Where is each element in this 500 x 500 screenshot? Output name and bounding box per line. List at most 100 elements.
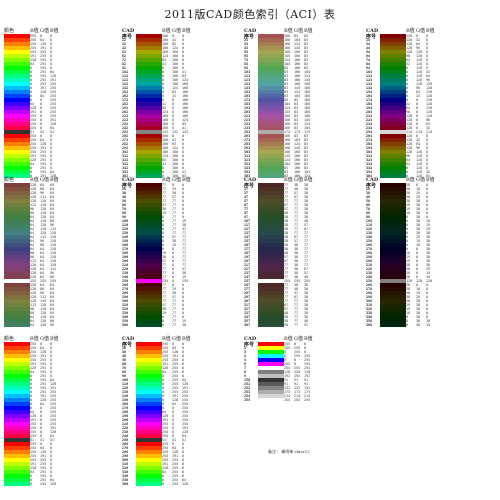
color-row: 358 0 38 10 — [366, 319, 431, 323]
color-swatch — [4, 38, 30, 42]
color-swatch — [258, 154, 284, 158]
color-swatch — [380, 134, 406, 138]
color-row: 128 64 112 — [0, 267, 100, 271]
color-swatch — [136, 319, 162, 323]
color-swatch — [136, 259, 162, 263]
color-swatch — [136, 78, 162, 82]
color-swatch — [136, 195, 162, 199]
color-row: 0 64 255 — [0, 402, 100, 406]
color-swatch — [136, 130, 162, 134]
color-swatch — [258, 126, 284, 130]
color-row: 53 166 166 83 — [244, 50, 309, 54]
color-row: 143 83 145 166 — [244, 86, 311, 90]
color-column-s3-1: CAD序号 R值 G值 B值 10 255 0 0 20 255 64 0 30 255 128 0 40 255… — [122, 336, 222, 486]
color-row: 66 57 77 0 — [122, 203, 185, 207]
color-row: 255 128 0 — [0, 42, 100, 46]
color-row: 18 38 0 0 — [366, 183, 429, 187]
color-swatch — [136, 410, 162, 414]
color-swatch — [4, 223, 30, 227]
color-swatch — [4, 350, 30, 354]
color-swatch — [136, 402, 162, 406]
color-swatch — [4, 382, 30, 386]
color-swatch — [4, 374, 30, 378]
color-swatch — [380, 170, 406, 174]
color-row: 62 124 166 0 — [122, 54, 185, 58]
color-swatch — [258, 358, 284, 362]
color-row: 38 38 19 0 — [366, 191, 429, 195]
color-swatch — [380, 158, 406, 162]
color-swatch — [258, 130, 284, 134]
color-swatch — [258, 142, 284, 146]
color-swatch — [380, 227, 406, 231]
color-swatch — [4, 426, 30, 430]
footnote: 备注： 蜂闹单 shier12 — [268, 449, 310, 454]
color-row: 120 0 255 191 — [122, 386, 189, 390]
color-row: 255 191 0 — [0, 46, 100, 50]
color-row: 255 0 191 — [0, 426, 100, 430]
color-column-s1-0: 颜色 R值 G值 B值 255 0 0 255 64 0 255 128 0 255 191 0 255 255 0… — [0, 28, 100, 178]
color-swatch — [258, 42, 284, 46]
color-swatch — [4, 438, 30, 442]
color-swatch — [136, 450, 162, 454]
color-row: 64 64 128 — [0, 247, 100, 251]
color-row: 188 10 0 38 — [366, 251, 431, 255]
color-row: 103 83 166 104 — [244, 70, 311, 74]
color-swatch — [136, 438, 162, 442]
color-swatch — [4, 346, 30, 350]
color-row: 255 64 0 — [0, 138, 100, 142]
color-swatch — [136, 422, 162, 426]
color-swatch — [4, 86, 30, 90]
color-row: 192 83 0 166 — [122, 106, 189, 110]
color-row: 0 255 64 — [0, 170, 100, 174]
color-row: 250 51 51 51 — [122, 438, 187, 442]
color-row: 230 255 0 128 — [122, 430, 189, 434]
color-swatch — [136, 346, 162, 350]
color-row: 4 0 255 255 — [244, 354, 311, 358]
column-header: CAD序号 R值 G值 B值 — [366, 28, 435, 40]
color-row: 343 83 166 83 — [244, 166, 309, 170]
color-row: 338 10 38 0 — [366, 311, 429, 315]
color-row: 0 64 255 — [0, 94, 100, 98]
color-row: 323 124 166 83 — [244, 158, 309, 162]
color-row: 258 128 128 128 — [366, 279, 433, 283]
color-swatch — [136, 446, 162, 450]
color-row: 186 19 0 77 — [122, 251, 187, 255]
color-row: 128 0 255 — [0, 414, 100, 418]
color-row: 112 64 128 — [0, 259, 100, 263]
color-row: 247 77 38 48 — [244, 275, 309, 279]
color-swatch — [136, 418, 162, 422]
color-swatch — [136, 162, 162, 166]
color-swatch — [136, 62, 162, 66]
color-swatch — [380, 195, 406, 199]
color-swatch — [258, 342, 284, 346]
color-row: 64 255 0 — [0, 62, 100, 66]
color-row: 64 128 112 — [0, 227, 100, 231]
color-row: 0 255 128 — [0, 174, 100, 178]
color-row: 1 255 0 0 — [244, 342, 307, 346]
color-row: 255 255 0 — [0, 458, 100, 462]
color-swatch — [380, 62, 406, 66]
color-row: 250 51 51 51 — [244, 378, 309, 382]
color-swatch — [4, 303, 30, 307]
color-row: 16 77 0 0 — [122, 183, 185, 187]
color-swatch — [4, 263, 30, 267]
color-swatch — [258, 207, 284, 211]
color-swatch — [4, 406, 30, 410]
color-row: 350 0 255 64 — [122, 478, 187, 482]
color-row: 100 0 255 64 — [122, 378, 187, 382]
column-header: CAD序号 R值 G值 B值 — [244, 336, 313, 348]
color-row: 64 96 128 — [0, 239, 100, 243]
color-swatch — [4, 247, 30, 251]
color-row: 128 128 64 — [0, 299, 100, 303]
color-row: 194 64 0 128 — [366, 106, 433, 110]
color-swatch — [4, 98, 30, 102]
color-swatch — [136, 406, 162, 410]
color-row: 228 38 0 29 — [366, 267, 431, 271]
color-swatch — [4, 106, 30, 110]
color-swatch — [4, 354, 30, 358]
color-row: 200 191 0 255 — [122, 418, 189, 422]
color-row: 54 128 128 0 — [366, 50, 429, 54]
color-swatch — [4, 78, 30, 82]
color-swatch — [136, 118, 162, 122]
color-row: 164 0 32 128 — [366, 94, 433, 98]
